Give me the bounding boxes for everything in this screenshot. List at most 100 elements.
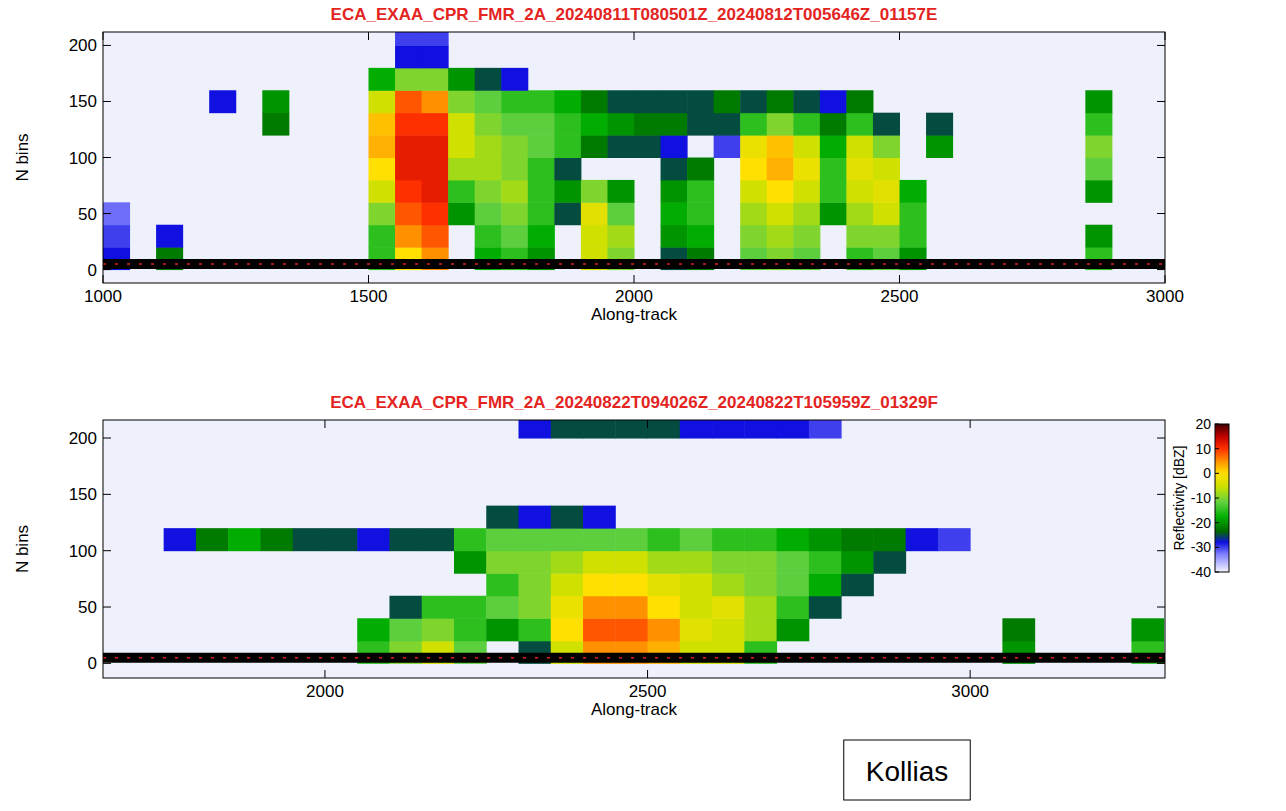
y-tick-label: 0 (88, 261, 97, 280)
reflectivity-cell (615, 596, 648, 619)
reflectivity-cell (422, 90, 449, 113)
x-tick (103, 275, 104, 283)
reflectivity-cell (1131, 618, 1164, 641)
reflectivity-cell (607, 180, 634, 203)
reflectivity-cell (846, 158, 873, 181)
reflectivity-cell (777, 618, 810, 641)
y-tick-label: 150 (69, 92, 97, 111)
reflectivity-cell (712, 573, 745, 596)
reflectivity-cell (448, 135, 475, 158)
reflectivity-cell (873, 225, 900, 248)
reflectivity-cell (841, 528, 874, 551)
colorbar-tick (1215, 424, 1219, 425)
x-tick (970, 420, 971, 428)
reflectivity-cell (422, 528, 455, 551)
reflectivity-cell (501, 202, 528, 225)
reflectivity-cell (369, 202, 396, 225)
x-tick (103, 32, 104, 40)
reflectivity-cell (1085, 225, 1112, 248)
reflectivity-cell (712, 618, 745, 641)
reflectivity-cell (554, 113, 581, 136)
y-tick (1157, 607, 1165, 608)
reflectivity-cell (846, 180, 873, 203)
colorbar (1215, 424, 1229, 572)
y-tick (103, 213, 111, 214)
reflectivity-cell (661, 225, 688, 248)
surface-flag (103, 263, 1165, 265)
reflectivity-cell (475, 113, 502, 136)
reflectivity-cell (926, 135, 953, 158)
reflectivity-cell (519, 618, 552, 641)
y-tick-label: 50 (78, 598, 97, 617)
x-tick-label: 3000 (1146, 287, 1184, 306)
reflectivity-cell (454, 596, 487, 619)
reflectivity-cell (422, 158, 449, 181)
reflectivity-cell (820, 202, 847, 225)
reflectivity-cell (581, 135, 608, 158)
colorbar-tick-label: -10 (1191, 490, 1211, 506)
reflectivity-cell (501, 135, 528, 158)
y-tick (1157, 494, 1165, 495)
y-tick-label: 50 (78, 205, 97, 224)
reflectivity-cell (1085, 135, 1112, 158)
x-tick-label: 2000 (306, 682, 344, 701)
x-tick (324, 420, 325, 428)
reflectivity-cell (873, 158, 900, 181)
reflectivity-cell (583, 506, 616, 529)
reflectivity-cell (581, 202, 608, 225)
colorbar-tick (1215, 522, 1219, 523)
reflectivity-cell (369, 135, 396, 158)
reflectivity-cell (475, 158, 502, 181)
reflectivity-cell (583, 528, 616, 551)
y-tick (103, 494, 111, 495)
reflectivity-cell (712, 551, 745, 574)
reflectivity-cell (680, 528, 713, 551)
colorbar-tick-label: -20 (1191, 515, 1211, 531)
reflectivity-cell (740, 158, 767, 181)
reflectivity-cell (777, 596, 810, 619)
reflectivity-cell (687, 113, 714, 136)
reflectivity-cell (767, 225, 794, 248)
reflectivity-cell (422, 32, 449, 46)
reflectivity-cell (528, 180, 555, 203)
reflectivity-cell (793, 202, 820, 225)
reflectivity-cell (900, 180, 927, 203)
reflectivity-cell (740, 225, 767, 248)
reflectivity-cell (448, 90, 475, 113)
reflectivity-cell (196, 528, 229, 551)
reflectivity-cell (607, 113, 634, 136)
reflectivity-cell (164, 528, 197, 551)
y-tick (1157, 269, 1165, 270)
y-tick (1157, 663, 1165, 664)
reflectivity-cell (777, 528, 810, 551)
reflectivity-cell (448, 202, 475, 225)
reflectivity-cell (395, 68, 422, 91)
x-tick (1165, 275, 1166, 283)
reflectivity-cell (634, 113, 661, 136)
reflectivity-cell (583, 618, 616, 641)
reflectivity-cell (528, 202, 555, 225)
reflectivity-cell (422, 202, 449, 225)
reflectivity-cell (744, 551, 777, 574)
surface-line (103, 653, 1165, 663)
reflectivity-cell (1085, 158, 1112, 181)
reflectivity-cell (554, 158, 581, 181)
reflectivity-cell (873, 202, 900, 225)
reflectivity-cell (740, 135, 767, 158)
reflectivity-cell (395, 135, 422, 158)
reflectivity-cell (389, 528, 422, 551)
reflectivity-cell (486, 506, 519, 529)
y-tick (1157, 213, 1165, 214)
reflectivity-cell (740, 180, 767, 203)
reflectivity-cell (767, 90, 794, 113)
x-tick-label: 2500 (881, 287, 919, 306)
reflectivity-cell (156, 225, 183, 248)
reflectivity-cell (777, 420, 810, 439)
reflectivity-cell (926, 113, 953, 136)
reflectivity-cell (687, 225, 714, 248)
reflectivity-cell (395, 202, 422, 225)
x-tick-label: 1000 (84, 287, 122, 306)
reflectivity-cell (793, 90, 820, 113)
reflectivity-cell (820, 135, 847, 158)
reflectivity-cell (846, 225, 873, 248)
